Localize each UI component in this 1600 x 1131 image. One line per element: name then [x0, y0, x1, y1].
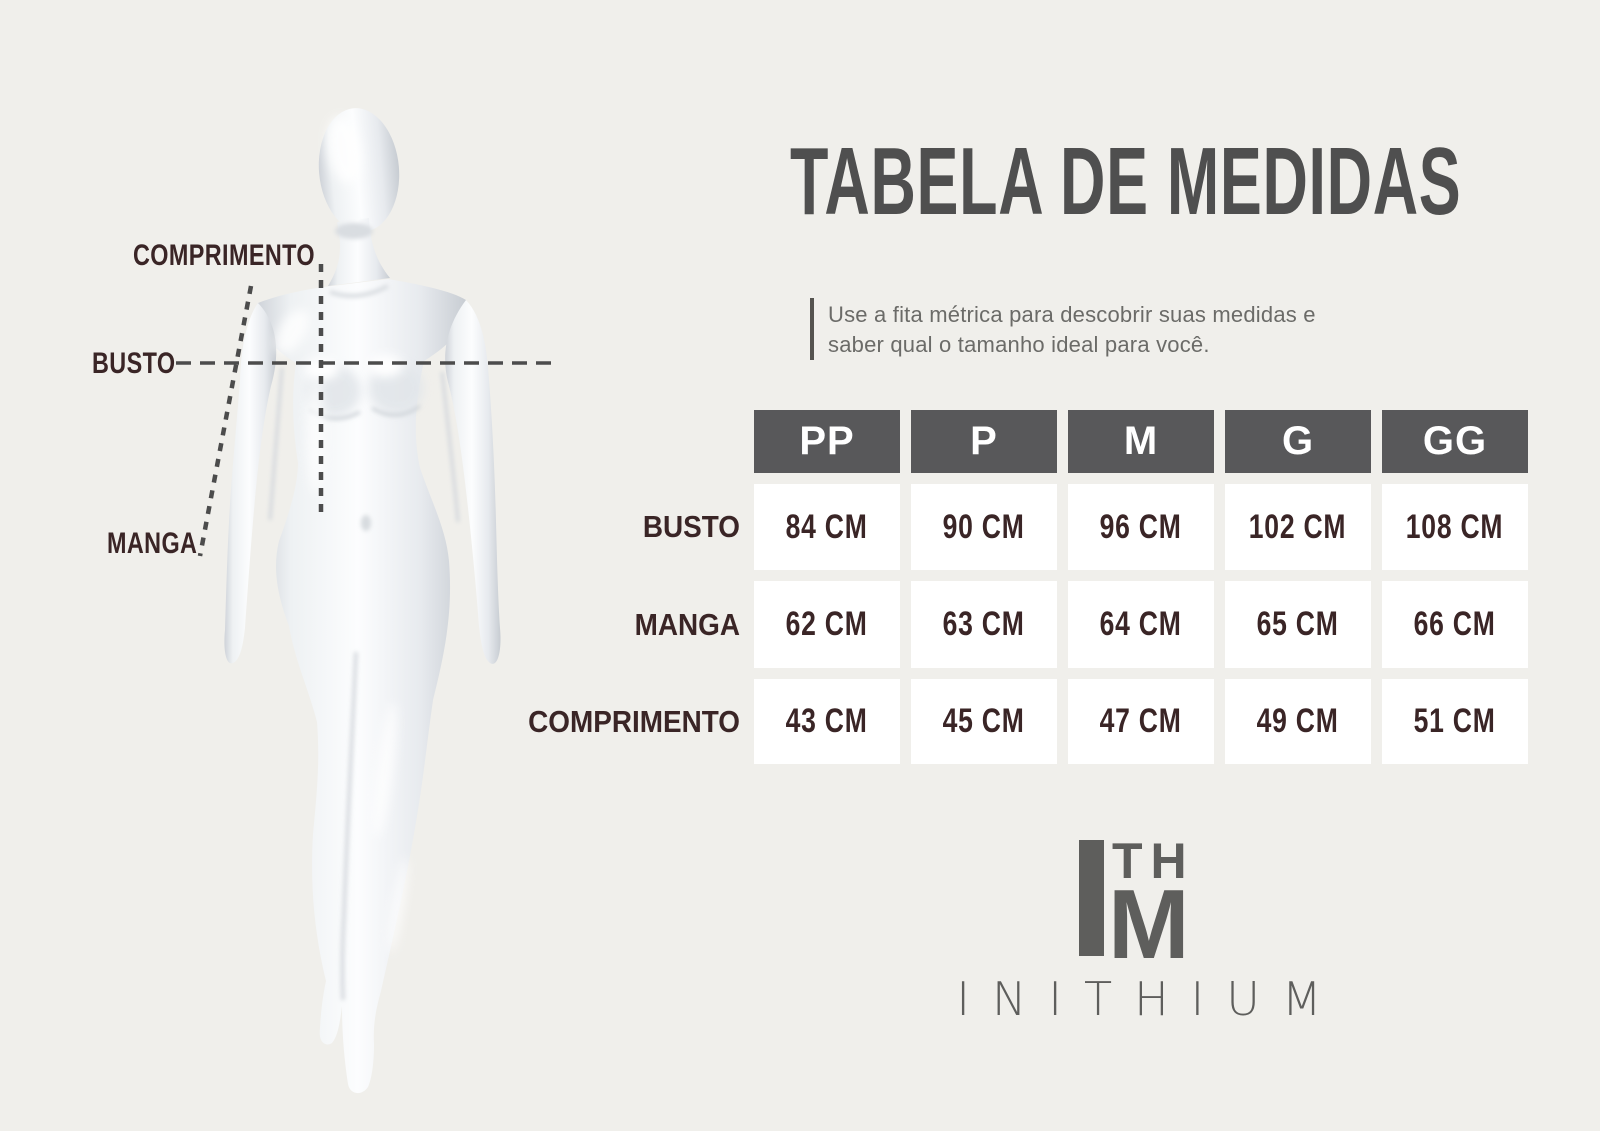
cell-value: 108 CM	[1406, 507, 1504, 546]
cell-value: 102 CM	[1249, 507, 1347, 546]
cell-value: 66 CM	[1413, 605, 1496, 643]
cell-value: 90 CM	[942, 507, 1025, 546]
table-cell-busto-m: 96 CM	[1068, 484, 1214, 570]
diagram-label-manga: MANGA	[107, 527, 198, 560]
table-cell-busto-g: 102 CM	[1225, 484, 1371, 570]
size-column-header-p: P	[911, 410, 1057, 473]
table-cell-manga-p: 63 CM	[911, 581, 1057, 668]
measure-lines	[176, 264, 556, 557]
cell-value: 47 CM	[1099, 702, 1182, 740]
size-column-header-m: M	[1068, 410, 1214, 473]
size-table: PP P M G GG 84 CM 90 CM 96 CM 102 CM 108…	[754, 410, 1528, 764]
page-title: TABELA DE MEDIDAS	[790, 128, 1462, 235]
table-row-label-comprimento: COMPRIMENTO	[528, 704, 740, 739]
table-cell-comprimento-g: 49 CM	[1225, 679, 1371, 764]
cell-value: 64 CM	[1099, 605, 1182, 643]
brand-wordmark: INITHIUM	[956, 972, 1344, 1026]
diagram-label-comprimento: COMPRIMENTO	[133, 239, 315, 272]
table-cell-busto-gg: 108 CM	[1382, 484, 1528, 570]
brand-monogram-bar	[1079, 840, 1104, 956]
mannequin-illustration	[176, 108, 556, 1094]
table-cell-manga-m: 64 CM	[1068, 581, 1214, 668]
subtitle-accent-bar	[810, 298, 814, 360]
subtitle-line-1: Use a fita métrica para descobrir suas m…	[828, 302, 1316, 327]
brand-monogram-m: M	[1108, 869, 1190, 979]
cell-value: 96 CM	[1099, 507, 1182, 546]
table-cell-busto-p: 90 CM	[911, 484, 1057, 570]
cell-value: 45 CM	[942, 702, 1025, 740]
table-row-label-manga: MANGA	[634, 607, 740, 642]
size-column-header-gg: GG	[1382, 410, 1528, 473]
table-cell-manga-g: 65 CM	[1225, 581, 1371, 668]
table-row-label-busto: BUSTO	[642, 509, 740, 544]
table-cell-comprimento-m: 47 CM	[1068, 679, 1214, 764]
mannequin-body	[224, 108, 501, 1094]
cell-value: 51 CM	[1413, 702, 1496, 740]
diagram-label-busto: BUSTO	[92, 347, 176, 380]
table-cell-comprimento-gg: 51 CM	[1382, 679, 1528, 764]
cell-value: 49 CM	[1256, 702, 1339, 740]
manga-measure-line	[197, 285, 254, 557]
table-cell-comprimento-p: 45 CM	[911, 679, 1057, 764]
table-cell-comprimento-pp: 43 CM	[754, 679, 900, 764]
table-cell-busto-pp: 84 CM	[754, 484, 900, 570]
size-column-header-pp: PP	[754, 410, 900, 473]
subtitle-text: Use a fita métrica para descobrir suas m…	[828, 300, 1316, 360]
cell-value: 63 CM	[942, 605, 1025, 643]
table-cell-manga-pp: 62 CM	[754, 581, 900, 668]
cell-value: 62 CM	[785, 605, 868, 643]
size-column-header-g: G	[1225, 410, 1371, 473]
subtitle-line-2: saber qual o tamanho ideal para você.	[828, 332, 1210, 357]
cell-value: 65 CM	[1256, 605, 1339, 643]
cell-value: 84 CM	[785, 507, 868, 546]
brand-monogram-th: TH	[1112, 833, 1195, 889]
table-cell-manga-gg: 66 CM	[1382, 581, 1528, 668]
cell-value: 43 CM	[785, 702, 868, 740]
